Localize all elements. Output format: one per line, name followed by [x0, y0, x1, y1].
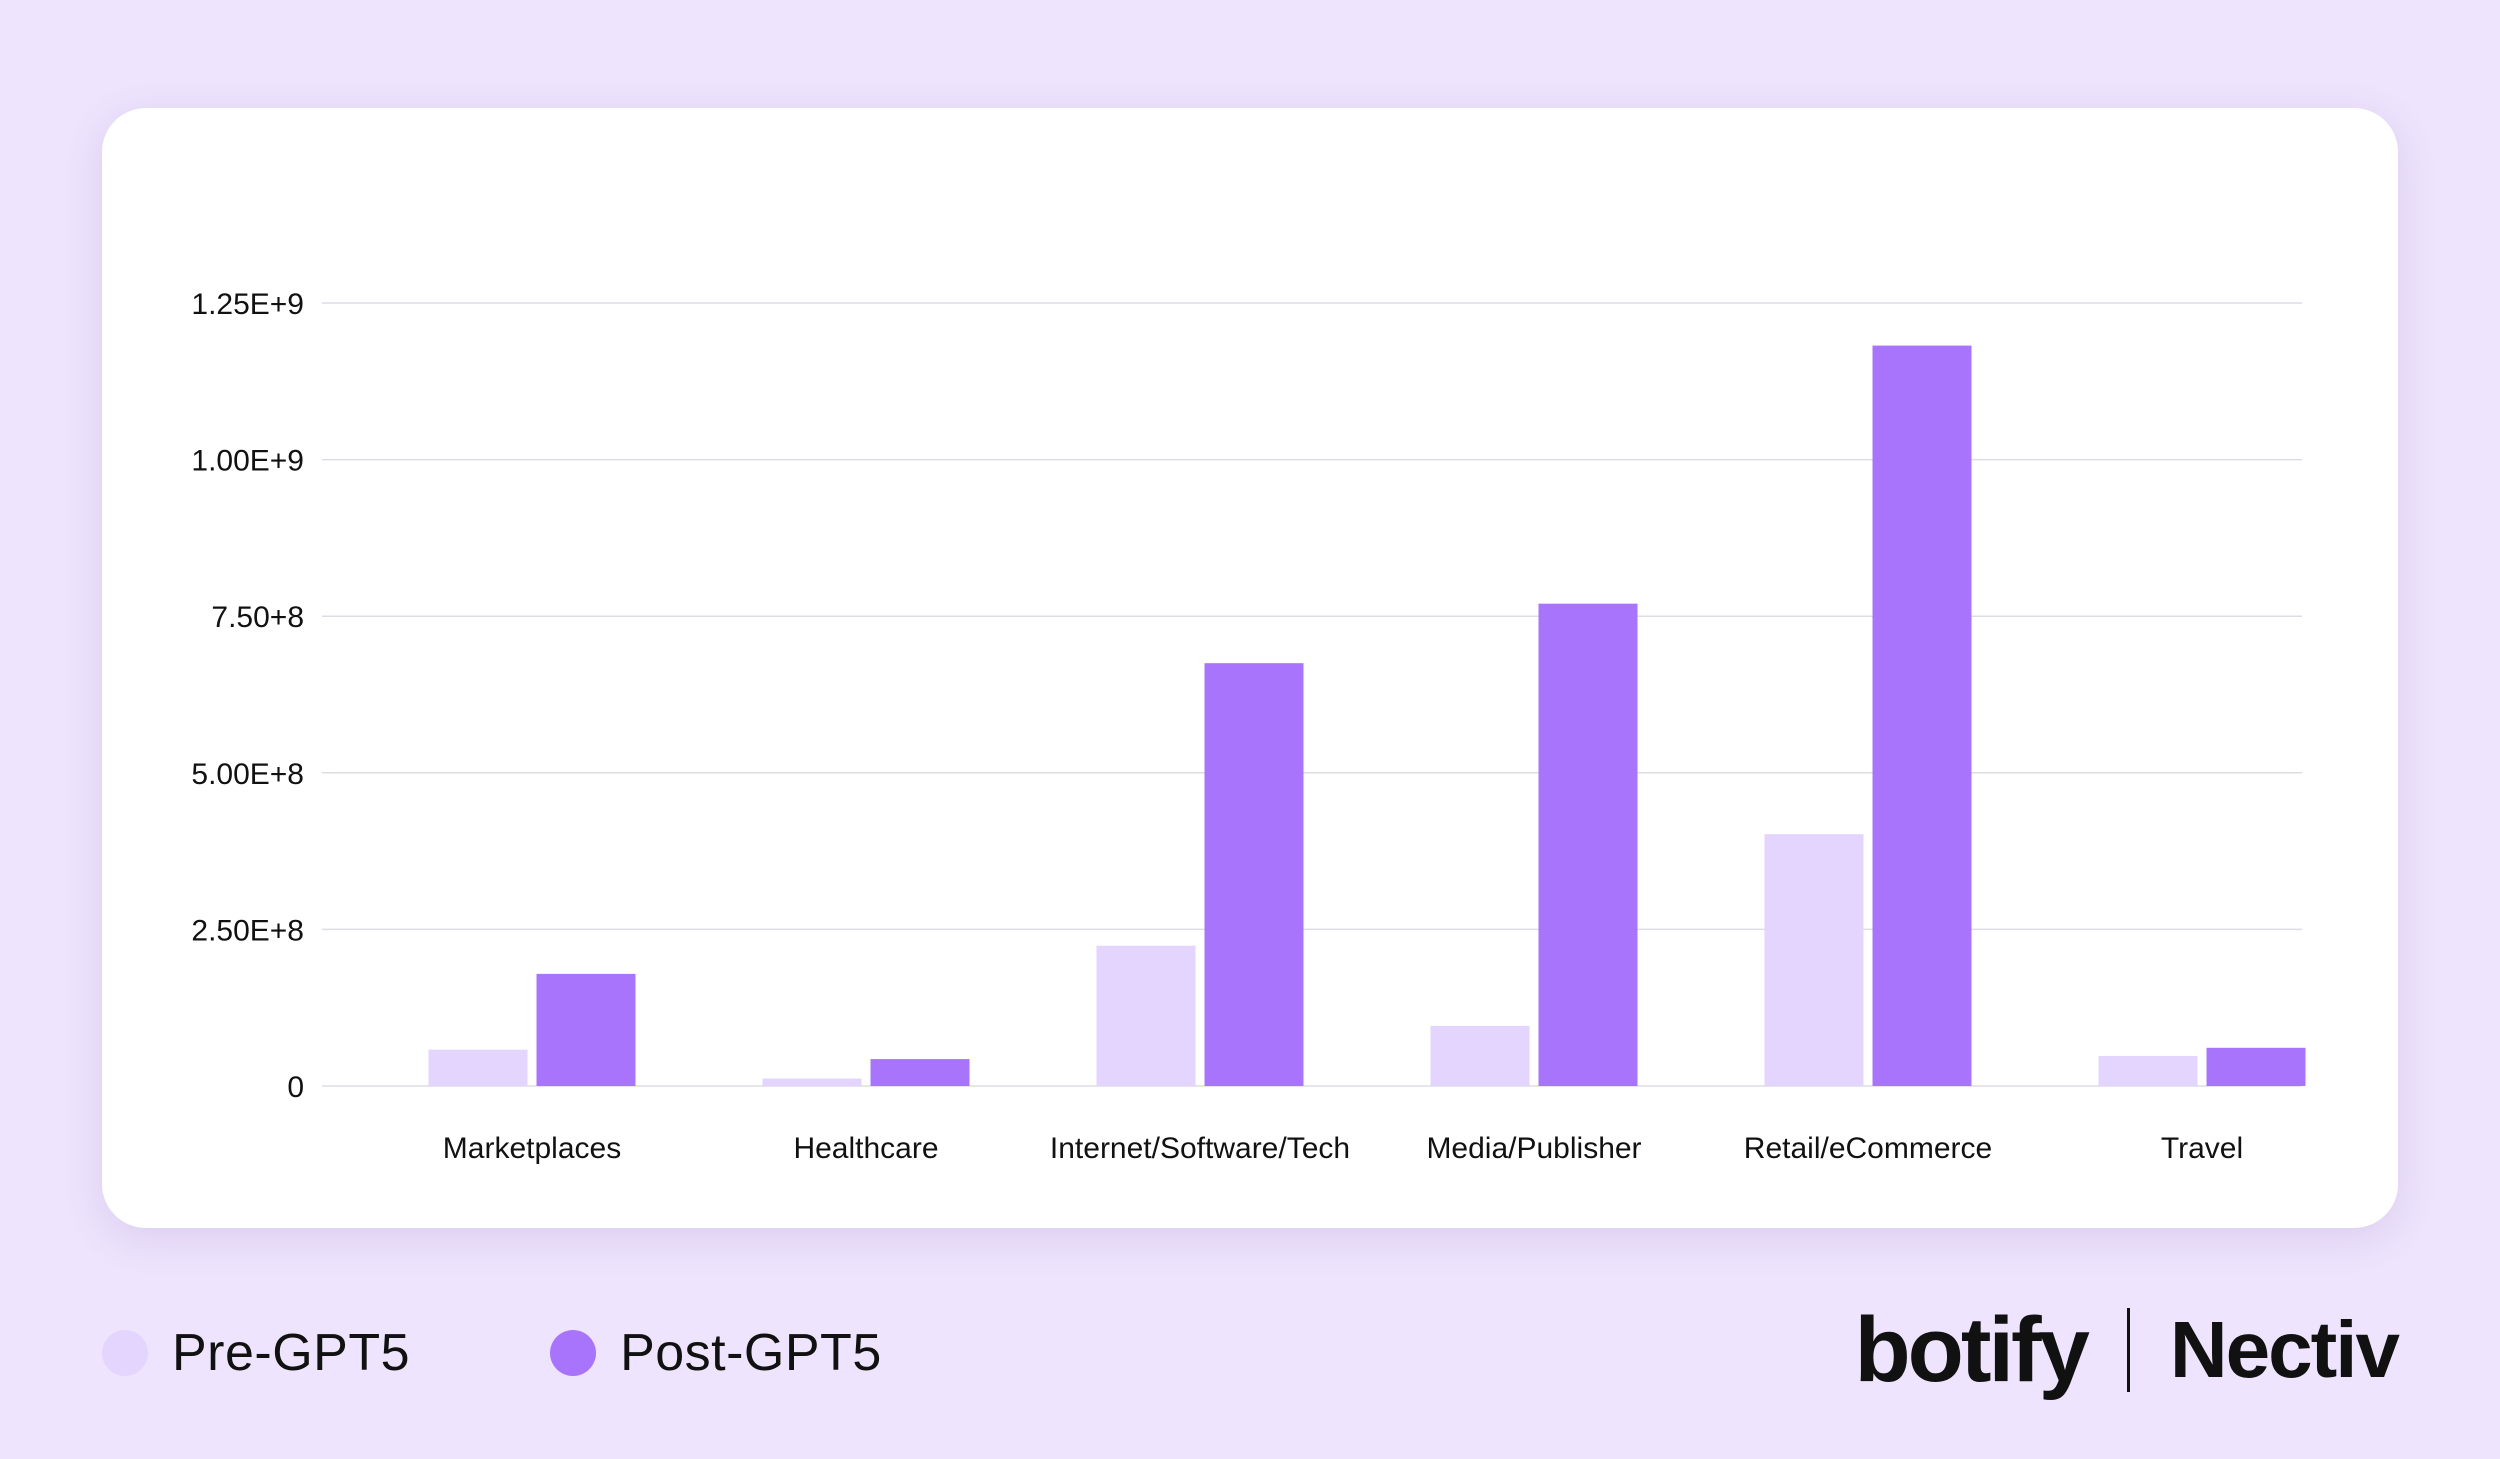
- bar-post-gpt5: [536, 973, 636, 1086]
- bar-post-gpt5: [2206, 1047, 2306, 1086]
- bar-pre-gpt5: [1430, 1025, 1530, 1086]
- x-tick-label: Travel: [2161, 1132, 2243, 1165]
- legend-label-pre: Pre-GPT5: [172, 1324, 411, 1382]
- bar-post-gpt5: [1538, 603, 1638, 1086]
- chart-card: 0 2.50E+8 5.00E+8 7.50+8 1.00E+9 1.25E+9 Mark…: [102, 108, 2398, 1228]
- bars: [428, 345, 2306, 1086]
- brand-logos: botify Nectiv: [1854, 1298, 2400, 1401]
- x-tick-label: Retail/eCommerce: [1744, 1132, 1992, 1165]
- bar-post-gpt5: [1872, 345, 1972, 1086]
- botify-logo: botify: [1854, 1298, 2089, 1401]
- bar-pre-gpt5: [428, 1049, 528, 1086]
- grid-lines: [322, 302, 2302, 1087]
- y-axis-ticks: 0 2.50E+8 5.00E+8 7.50+8 1.00E+9 1.25E+9: [191, 288, 304, 1104]
- bar-pre-gpt5: [1764, 834, 1864, 1086]
- x-tick-label: Marketplaces: [443, 1132, 621, 1165]
- bar-post-gpt5: [1204, 663, 1304, 1086]
- legend: Pre-GPT5 Post-GPT5: [102, 1318, 1022, 1388]
- bar-pre-gpt5: [762, 1078, 862, 1086]
- legend-item-pre: Pre-GPT5: [102, 1323, 410, 1383]
- y-tick-label: 1.25E+9: [191, 288, 304, 321]
- nectiv-logo: Nectiv: [2169, 1305, 2400, 1394]
- bar-chart: 0 2.50E+8 5.00E+8 7.50+8 1.00E+9 1.25E+9 Mark…: [191, 288, 2306, 1165]
- bar-pre-gpt5: [1096, 945, 1196, 1086]
- x-tick-label: Internet/Software/Tech: [1050, 1132, 1350, 1165]
- y-tick-label: 1.00E+9: [191, 445, 304, 478]
- legend-item-post: Post-GPT5: [550, 1323, 882, 1383]
- y-tick-label: 2.50E+8: [191, 914, 304, 947]
- x-tick-label: Healthcare: [793, 1132, 938, 1165]
- y-tick-label: 5.00E+8: [191, 758, 304, 791]
- x-axis-ticks: Marketplaces Healthcare Internet/Software/…: [443, 1132, 2243, 1165]
- logo-divider: [2126, 1308, 2130, 1392]
- x-tick-label: Media/Publisher: [1426, 1132, 1641, 1165]
- y-tick-label: 0: [287, 1071, 304, 1104]
- legend-swatch-post: [550, 1330, 597, 1376]
- legend-label-post: Post-GPT5: [620, 1324, 882, 1382]
- bar-pre-gpt5: [2098, 1055, 2198, 1086]
- legend-swatch-pre: [102, 1330, 148, 1376]
- y-tick-label: 7.50+8: [211, 601, 304, 634]
- bar-post-gpt5: [870, 1059, 970, 1086]
